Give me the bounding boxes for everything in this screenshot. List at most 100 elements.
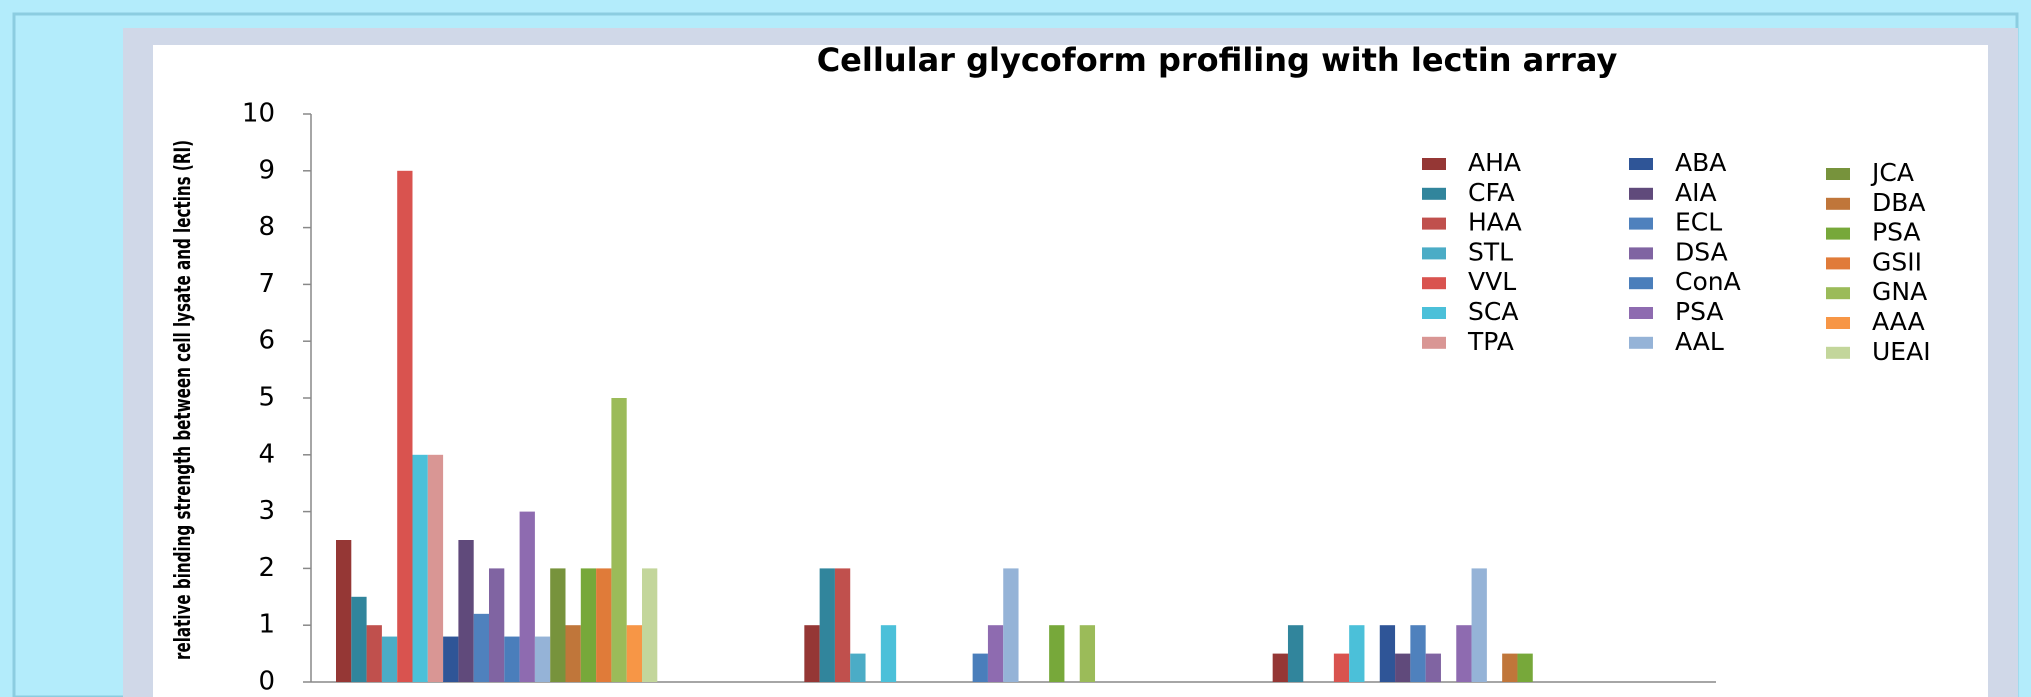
bar xyxy=(580,568,597,682)
bar xyxy=(1379,625,1396,682)
bar xyxy=(1425,653,1441,682)
bar xyxy=(834,568,851,682)
legend-label: JCA xyxy=(1870,158,1914,187)
legend-label: HAA xyxy=(1468,208,1522,237)
legend-swatch xyxy=(1826,317,1850,329)
legend-swatch xyxy=(1826,168,1850,180)
legend-swatch xyxy=(1422,307,1446,319)
y-tick-label: 3 xyxy=(258,496,275,526)
bar xyxy=(351,596,367,682)
legend-swatch xyxy=(1629,277,1653,290)
bar xyxy=(550,568,566,682)
bar xyxy=(397,170,413,683)
bar xyxy=(519,511,535,682)
legend-label: GNA xyxy=(1872,277,1927,306)
bar xyxy=(534,636,551,682)
legend-swatch xyxy=(1629,158,1653,170)
bar xyxy=(489,568,505,682)
legend-swatch xyxy=(1422,158,1446,170)
bar xyxy=(1502,653,1518,682)
legend-swatch xyxy=(1629,247,1653,260)
bar xyxy=(642,568,658,682)
bar xyxy=(850,653,866,682)
bar xyxy=(1471,568,1487,682)
chart-title: Cellular glycoform profiling with lectin… xyxy=(817,41,1618,79)
y-tick-label: 9 xyxy=(258,155,275,185)
legend-label: ABA xyxy=(1675,148,1726,177)
legend-label: ECL xyxy=(1675,208,1722,237)
bar xyxy=(804,625,820,682)
y-tick-label: 6 xyxy=(258,326,275,356)
y-tick-label: 4 xyxy=(258,439,275,469)
bar xyxy=(443,636,459,682)
legend-label: AAA xyxy=(1872,307,1925,336)
legend-label: ConA xyxy=(1675,267,1741,296)
legend-label: AAL xyxy=(1675,327,1724,356)
legend-swatch xyxy=(1629,307,1653,319)
bar xyxy=(1287,625,1304,682)
bar xyxy=(1079,625,1096,682)
y-tick-label: 7 xyxy=(258,269,275,299)
bar xyxy=(1333,653,1350,682)
bar xyxy=(611,398,627,682)
legend-swatch xyxy=(1826,227,1850,240)
bar xyxy=(1517,653,1533,682)
bar xyxy=(987,625,1004,682)
legend-swatch xyxy=(1629,217,1653,230)
bar xyxy=(473,613,489,682)
bar xyxy=(596,568,612,682)
bar xyxy=(1395,653,1411,682)
legend-swatch xyxy=(1422,336,1446,349)
legend-swatch xyxy=(1826,287,1850,300)
bar xyxy=(1003,568,1019,682)
legend-swatch xyxy=(1629,187,1653,200)
y-tick-label: 0 xyxy=(258,667,275,697)
y-axis-label: relative binding strength between cell l… xyxy=(171,140,196,660)
bar xyxy=(565,625,581,682)
legend-swatch xyxy=(1826,197,1850,210)
y-tick-label: 5 xyxy=(258,383,275,413)
legend-swatch xyxy=(1422,217,1446,230)
bar xyxy=(626,625,642,682)
bar xyxy=(1410,625,1426,682)
y-tick-label: 1 xyxy=(258,610,275,640)
legend-label: GSII xyxy=(1872,247,1922,276)
legend-swatch xyxy=(1422,247,1446,260)
legend-swatch xyxy=(1422,187,1446,200)
bar xyxy=(1049,625,1065,682)
legend-label: UEAI xyxy=(1872,337,1931,366)
bar xyxy=(336,540,352,682)
legend-label: CFA xyxy=(1468,178,1515,207)
legend-label: SCA xyxy=(1468,297,1518,326)
bar xyxy=(504,636,520,682)
legend-swatch xyxy=(1629,336,1653,349)
bar xyxy=(458,540,474,682)
bar xyxy=(366,625,382,682)
legend-label: TPA xyxy=(1467,327,1514,356)
bar xyxy=(972,653,988,682)
bar xyxy=(412,454,428,682)
legend-label: DSA xyxy=(1675,237,1728,266)
legend-label: AIA xyxy=(1675,178,1717,207)
legend-swatch xyxy=(1826,257,1850,270)
legend-label: STL xyxy=(1468,237,1513,266)
bar xyxy=(880,625,897,682)
y-tick-label: 10 xyxy=(242,99,275,129)
y-tick-label: 2 xyxy=(258,553,275,583)
bar xyxy=(819,568,835,682)
bar xyxy=(1349,625,1365,682)
bar xyxy=(1456,625,1472,682)
legend-label: PSA xyxy=(1675,297,1724,326)
legend-swatch xyxy=(1826,346,1850,359)
bar xyxy=(381,636,398,682)
legend-swatch xyxy=(1422,277,1446,290)
legend-label: VVL xyxy=(1468,267,1516,296)
legend-label: AHA xyxy=(1468,148,1521,177)
legend-label: PSA xyxy=(1872,218,1921,247)
bar xyxy=(427,454,444,682)
legend-label: DBA xyxy=(1872,188,1926,217)
y-tick-label: 8 xyxy=(258,212,275,242)
bar xyxy=(1272,653,1288,682)
